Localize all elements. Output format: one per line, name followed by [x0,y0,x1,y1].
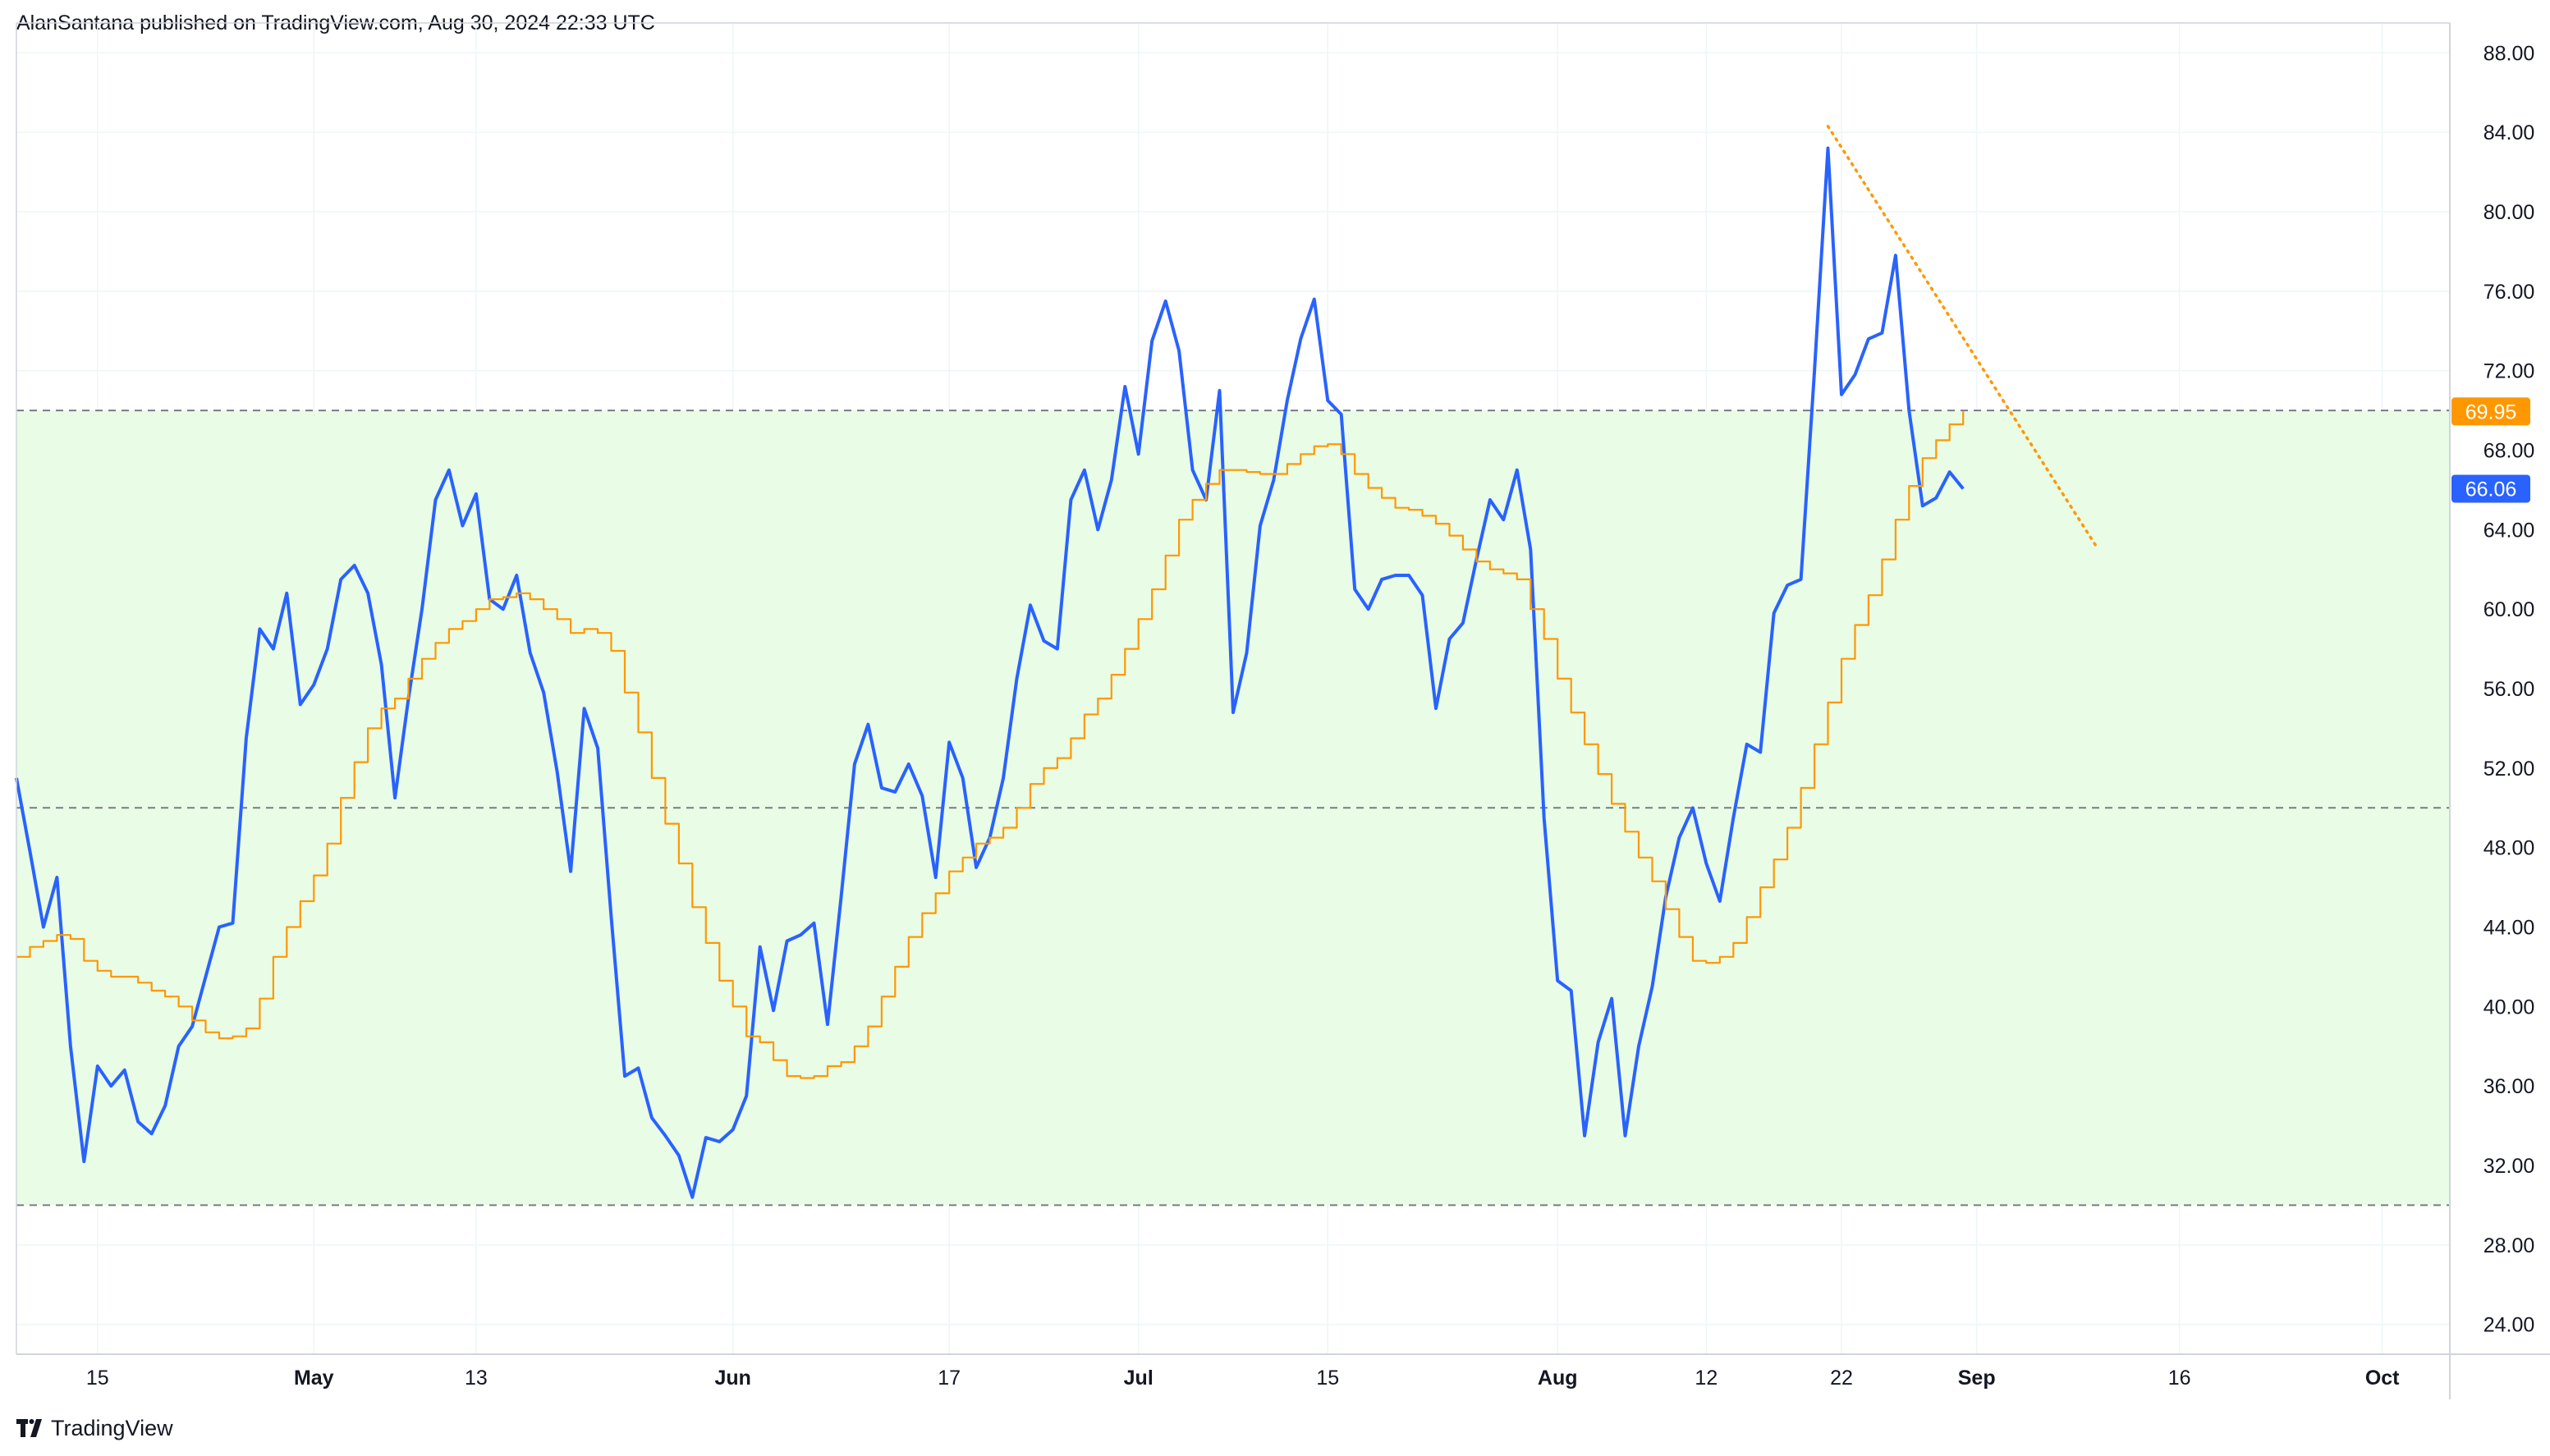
y-tick-label: 40.00 [2483,996,2535,1019]
x-tick-label: May [294,1367,334,1390]
y-tick-label: 60.00 [2483,598,2535,621]
y-tick-label: 64.00 [2483,519,2535,542]
x-tick-label: 22 [1830,1367,1853,1390]
y-tick-label: 32.00 [2483,1155,2535,1178]
y-tick-label: 36.00 [2483,1075,2535,1098]
x-tick-label: 15 [86,1367,109,1390]
x-tick-label: Jun [715,1367,751,1390]
tradingview-logo[interactable]: TradingView [16,1413,173,1443]
axes: 88.00 84.00 80.00 76.00 72.00 68.00 64.00 60.00… [16,22,2550,1399]
y-tick-label: 56.00 [2483,678,2535,701]
tradingview-brand-text: TradingView [51,1415,173,1440]
x-tick-label: Sep [1958,1367,1996,1390]
x-tick-label: Oct [2365,1367,2400,1390]
x-tick-label: 16 [2168,1367,2191,1390]
y-tick-label: 24.00 [2483,1314,2535,1337]
x-tick-label: Jul [1124,1367,1153,1390]
y-tick-label: 88.00 [2483,42,2535,65]
x-tick-label: 13 [465,1367,488,1390]
x-tick-label: 15 [1316,1367,1339,1390]
y-tick-label: 76.00 [2483,281,2535,304]
rsi-price-tag [2451,474,2530,503]
rsi_ma-line [16,411,1965,1079]
y-tick-label: 80.00 [2483,201,2535,224]
x-tick-label: 12 [1695,1367,1718,1390]
x-tick-label: Aug [1538,1367,1578,1390]
y-tick-label: 28.00 [2483,1234,2535,1257]
trendline-dotted [1826,125,2100,552]
y-tick-label: 48.00 [2483,837,2535,860]
y-tick-label: 72.00 [2483,360,2535,383]
rsi-band [16,410,2450,1206]
rsi_ma-price-tag [2451,397,2530,426]
x-tick-label: 17 [938,1367,961,1390]
series-layer [15,125,2100,1199]
y-tick-label: 44.00 [2483,917,2535,940]
y-tick-label: 52.00 [2483,758,2535,781]
y-tick-label: 84.00 [2483,121,2535,144]
rsi_ma-price-tag-label: 69.95 [2465,401,2517,424]
tradingview-logo-icon [16,1419,42,1437]
y-tick-label: 68.00 [2483,439,2535,462]
rsi-price-tag-label: 66.06 [2465,478,2517,501]
price-tags: 66.06 69.95 [2451,397,2530,503]
